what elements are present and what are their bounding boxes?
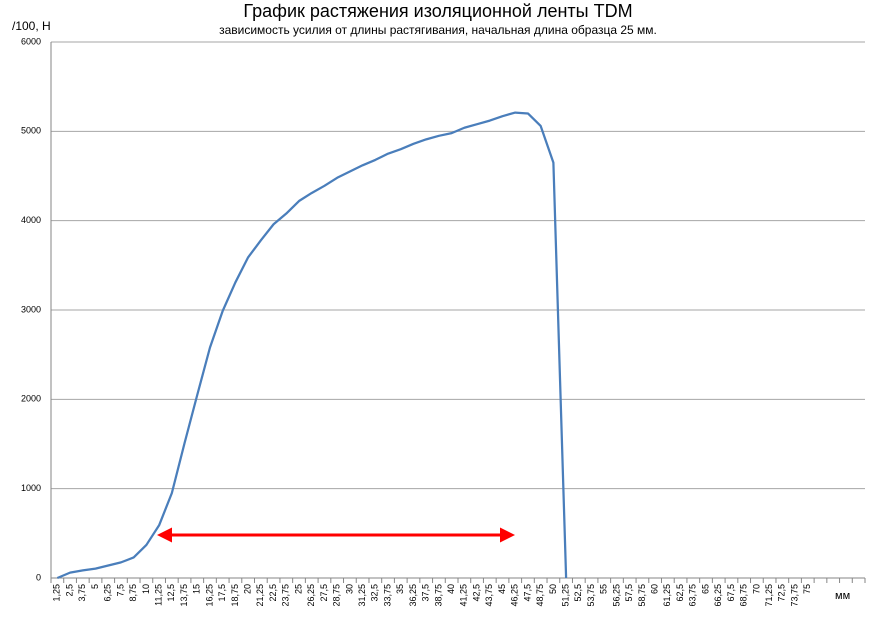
x-tick-label: 2,5 bbox=[64, 584, 74, 597]
x-tick-label: 53,75 bbox=[586, 584, 596, 607]
x-tick-label: 11,25 bbox=[153, 584, 163, 606]
x-tick-label: 22,5 bbox=[268, 584, 278, 602]
x-tick-label: 7,5 bbox=[115, 584, 125, 597]
x-tick-label: 58,75 bbox=[637, 584, 647, 607]
x-tick-label: 20 bbox=[243, 584, 253, 594]
x-tick-label: 35 bbox=[395, 584, 405, 594]
x-tick-label: 28,75 bbox=[332, 584, 342, 607]
x-tick-label: 68,75 bbox=[739, 584, 749, 607]
x-tick-label: 16,25 bbox=[204, 584, 214, 607]
x-axis-label: мм bbox=[835, 590, 850, 602]
x-tick-label: 71,25 bbox=[764, 584, 774, 607]
x-tick-label: 8,75 bbox=[128, 584, 138, 602]
x-tick-label: 72,5 bbox=[777, 584, 787, 602]
x-tick-label: 3,75 bbox=[77, 584, 87, 602]
x-tick-label: 66,25 bbox=[713, 584, 723, 607]
x-tick-label: 27,5 bbox=[319, 584, 329, 602]
x-tick-label: 60 bbox=[650, 584, 660, 594]
y-tick-label: 4000 bbox=[21, 215, 41, 225]
x-tick-label: 1,25 bbox=[52, 584, 62, 602]
x-tick-label: 63,75 bbox=[688, 584, 698, 607]
x-tick-label: 48,75 bbox=[535, 584, 545, 607]
x-tick-label: 38,75 bbox=[433, 584, 443, 607]
x-tick-label: 50 bbox=[548, 584, 558, 594]
x-tick-label: 5 bbox=[90, 584, 100, 589]
x-tick-label: 32,5 bbox=[370, 584, 380, 602]
x-tick-label: 10 bbox=[141, 584, 151, 594]
y-tick-label: 1000 bbox=[21, 483, 41, 493]
x-tick-label: 61,25 bbox=[662, 584, 672, 607]
x-tick-label: 75 bbox=[802, 584, 812, 594]
x-tick-label: 57,5 bbox=[624, 584, 634, 602]
x-tick-label: 56,25 bbox=[611, 584, 621, 607]
chart-subtitle: зависимость усилия от длины растягивания… bbox=[219, 23, 657, 37]
y-tick-label: 0 bbox=[36, 572, 41, 582]
x-tick-label: 30 bbox=[344, 584, 354, 594]
x-tick-label: 73,75 bbox=[789, 584, 799, 607]
y-tick-label: 2000 bbox=[21, 394, 41, 404]
x-tick-label: 43,75 bbox=[484, 584, 494, 607]
x-tick-label: 21,25 bbox=[255, 584, 265, 607]
x-tick-label: 18,75 bbox=[230, 584, 240, 607]
data-line bbox=[56, 111, 568, 580]
x-tick-label: 23,75 bbox=[281, 584, 291, 607]
y-axis-label: /100, Н bbox=[12, 19, 51, 33]
y-tick-label: 6000 bbox=[21, 36, 41, 46]
x-tick-label: 37,5 bbox=[421, 584, 431, 602]
x-tick-label: 67,5 bbox=[726, 584, 736, 602]
x-tick-label: 41,25 bbox=[459, 584, 469, 607]
x-tick-label: 13,75 bbox=[179, 584, 189, 607]
x-tick-label: 36,25 bbox=[408, 584, 418, 607]
x-tick-label: 6,25 bbox=[103, 584, 113, 602]
x-tick-label: 25 bbox=[293, 584, 303, 594]
x-tick-label: 51,25 bbox=[560, 584, 570, 607]
x-tick-label: 31,25 bbox=[357, 584, 367, 607]
x-tick-label: 55 bbox=[599, 584, 609, 594]
x-tick-label: 47,5 bbox=[522, 584, 532, 602]
x-tick-label: 15 bbox=[192, 584, 202, 594]
x-tick-label: 65 bbox=[700, 584, 710, 594]
x-tick-label: 62,5 bbox=[675, 584, 685, 602]
x-tick-label: 40 bbox=[446, 584, 456, 594]
x-tick-label: 17,5 bbox=[217, 584, 227, 602]
y-tick-label: 5000 bbox=[21, 126, 41, 136]
x-tick-label: 12,5 bbox=[166, 584, 176, 602]
x-tick-label: 42,5 bbox=[471, 584, 481, 602]
x-tick-label: 26,25 bbox=[306, 584, 316, 607]
x-tick-label: 45 bbox=[497, 584, 507, 594]
y-tick-label: 3000 bbox=[21, 304, 41, 314]
x-tick-label: 52,5 bbox=[573, 584, 583, 602]
chart-title: График растяжения изоляционной ленты TDM bbox=[243, 1, 632, 21]
x-tick-label: 46,25 bbox=[510, 584, 520, 607]
x-tick-label: 33,75 bbox=[382, 584, 392, 607]
x-tick-label: 70 bbox=[751, 584, 761, 594]
